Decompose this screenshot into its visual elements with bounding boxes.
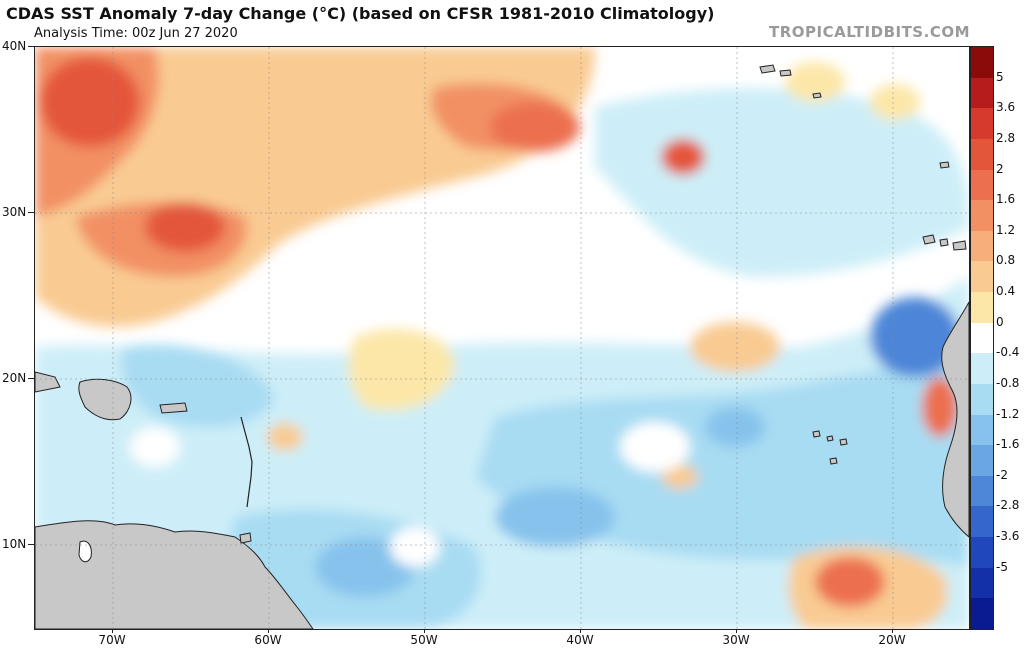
colorbar-segment xyxy=(971,138,993,171)
neutral-spot-3 xyxy=(130,427,180,467)
colorbar-tick-label: -0.8 xyxy=(996,375,1020,390)
warm-spot-carib xyxy=(267,423,303,451)
azores-islands xyxy=(759,64,822,99)
colorbar-segment xyxy=(971,506,993,538)
colorbar-tick-label: -3.6 xyxy=(996,529,1020,544)
lon-label-60w: 60W xyxy=(254,633,282,647)
warm-spot-coast xyxy=(922,377,958,437)
colorbar-tick-label: -1.2 xyxy=(996,406,1020,421)
warm-spot-ne xyxy=(785,62,845,102)
colorbar-tick-label: 5 xyxy=(996,69,1004,84)
lon-tick xyxy=(580,629,581,633)
cuba-island-edge xyxy=(35,371,61,393)
lake-maracaibo xyxy=(78,540,92,563)
lon-tick xyxy=(268,629,269,633)
lat-tick xyxy=(28,212,34,213)
colorbar-segment xyxy=(971,261,993,293)
colorbar-segment xyxy=(971,414,993,446)
graticule xyxy=(35,47,969,629)
lat-tick xyxy=(28,378,34,379)
warm-core-west xyxy=(145,202,225,252)
lat-label-10n: 10N xyxy=(2,537,27,551)
colorbar-tick-label: -0.4 xyxy=(996,345,1020,360)
colorbar-tick-label: -2 xyxy=(996,467,1008,482)
lon-tick xyxy=(736,629,737,633)
warm-region-central xyxy=(348,328,455,411)
lon-tick xyxy=(892,629,893,633)
madeira-islands xyxy=(939,161,950,169)
cool-core-mid xyxy=(705,407,765,447)
lat-label-40n: 40N xyxy=(2,39,27,53)
colorbar-segment xyxy=(971,108,993,140)
colorbar-tick-label: 3.6 xyxy=(996,100,1016,115)
lat-tick xyxy=(28,544,34,545)
colorbar-tick-label: 2.8 xyxy=(996,130,1016,145)
colorbar-segment xyxy=(971,169,993,201)
lon-label-70w: 70W xyxy=(98,633,126,647)
cape-verde-islands xyxy=(812,430,848,465)
colorbar-tick-label: -5 xyxy=(996,559,1008,574)
south-america-landmass xyxy=(35,520,314,629)
lat-label-20n: 20N xyxy=(2,371,27,385)
canary-islands xyxy=(922,234,967,251)
colorbar-segment xyxy=(971,567,993,599)
warm-spot-mid-east xyxy=(690,322,780,372)
source-credit: TROPICALTIDBITS.COM xyxy=(769,23,970,41)
analysis-time: Analysis Time: 00z Jun 27 2020 xyxy=(34,26,238,41)
hispaniola-island xyxy=(78,378,132,421)
lon-label-30w: 30W xyxy=(722,633,750,647)
cool-region-north xyxy=(595,88,969,277)
map-title: CDAS SST Anomaly 7-day Change (°C) (base… xyxy=(6,4,715,23)
colorbar-segment xyxy=(971,537,993,569)
colorbar-segment xyxy=(971,598,993,630)
colorbar-segment xyxy=(971,77,993,109)
colorbar-segment xyxy=(971,445,993,477)
trinidad-island xyxy=(239,532,252,544)
colorbar-tick-label: 0.8 xyxy=(996,253,1016,268)
warm-core-nw xyxy=(40,57,140,147)
lon-tick xyxy=(424,629,425,633)
colorbar-tick-label: 1.6 xyxy=(996,192,1016,207)
lon-label-40w: 40W xyxy=(566,633,594,647)
warm-core-central xyxy=(490,102,580,152)
colorbar-tick-label: 0.4 xyxy=(996,284,1016,299)
lon-label-50w: 50W xyxy=(410,633,438,647)
cool-region-west xyxy=(121,344,275,428)
colorbar-segment xyxy=(971,230,993,262)
colorbar-segment xyxy=(971,47,993,79)
cool-core-sw xyxy=(315,537,415,597)
colorbar-segment xyxy=(971,353,993,385)
warm-spot-south xyxy=(662,465,698,489)
colorbar-segment xyxy=(971,292,993,324)
lesser-antilles xyxy=(240,416,253,508)
lat-tick xyxy=(28,46,34,47)
neutral-spot-2 xyxy=(390,527,440,567)
colorbar-tick-label: -1.6 xyxy=(996,437,1020,452)
neutral-spot-1 xyxy=(620,422,690,472)
colorbar-segment xyxy=(971,475,993,507)
lon-label-20w: 20W xyxy=(878,633,906,647)
lat-label-30n: 30N xyxy=(2,205,27,219)
puerto-rico-island xyxy=(159,402,188,414)
colorbar-tick-label: 1.2 xyxy=(996,222,1016,237)
warm-spot-east-north xyxy=(661,139,705,175)
cool-core-east xyxy=(870,297,960,377)
cool-core-south xyxy=(495,487,615,547)
sst-anomaly-map xyxy=(34,46,970,630)
colorbar-segment xyxy=(971,200,993,232)
warm-spot-ne2 xyxy=(870,84,920,120)
lon-tick xyxy=(112,629,113,633)
colorbar-tick-label: 0 xyxy=(996,314,1004,329)
west-africa-landmass xyxy=(941,301,969,538)
anomaly-colorbar xyxy=(970,46,994,630)
colorbar-segment xyxy=(971,322,993,354)
colorbar-segment xyxy=(971,383,993,416)
colorbar-tick-label: -2.8 xyxy=(996,498,1020,513)
warm-core-southeast xyxy=(815,557,885,607)
colorbar-tick-label: 2 xyxy=(996,161,1004,176)
